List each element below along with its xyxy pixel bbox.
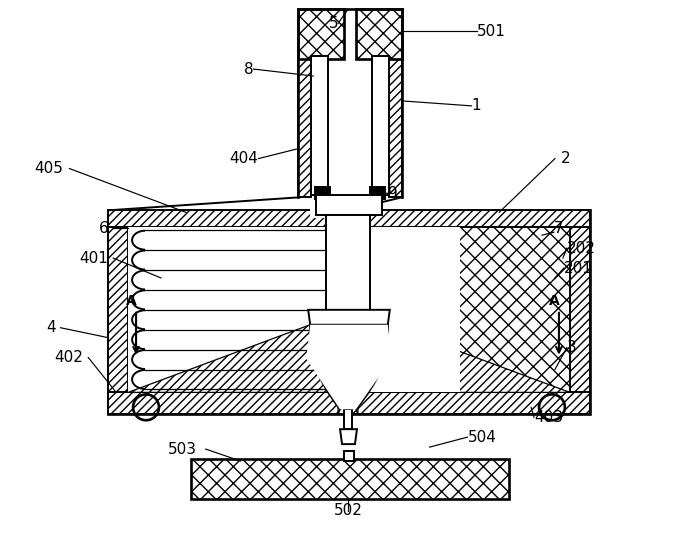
Bar <box>372 56 389 196</box>
Polygon shape <box>316 196 382 215</box>
Bar <box>326 215 370 310</box>
Text: 7: 7 <box>554 221 564 236</box>
Text: 6: 6 <box>99 221 108 236</box>
Text: 402: 402 <box>54 350 83 365</box>
Bar <box>344 409 352 429</box>
Text: 201: 201 <box>564 261 593 276</box>
Bar <box>108 392 348 414</box>
Bar <box>389 56 402 197</box>
Bar <box>351 227 460 392</box>
Text: 502: 502 <box>334 503 362 518</box>
Text: 4: 4 <box>46 320 56 335</box>
Text: 3: 3 <box>567 340 577 355</box>
Polygon shape <box>306 325 392 409</box>
Bar <box>348 210 590 414</box>
Text: 1: 1 <box>471 98 481 113</box>
Text: 5: 5 <box>329 16 338 31</box>
Text: 401: 401 <box>79 251 108 265</box>
Polygon shape <box>308 310 390 325</box>
Text: 9: 9 <box>388 186 398 201</box>
Polygon shape <box>356 325 570 414</box>
Bar <box>336 197 364 215</box>
Bar <box>315 187 330 199</box>
Bar <box>348 210 590 414</box>
Bar <box>311 56 328 196</box>
Polygon shape <box>340 429 357 444</box>
Bar <box>344 451 354 461</box>
Text: A: A <box>549 294 559 308</box>
Text: 8: 8 <box>244 62 254 76</box>
Text: 2: 2 <box>561 151 571 166</box>
Bar <box>108 210 128 414</box>
Bar <box>108 210 348 227</box>
Text: 202: 202 <box>567 241 596 256</box>
Bar <box>570 210 590 414</box>
Bar <box>298 9 344 59</box>
Bar <box>128 227 348 392</box>
Bar <box>370 187 385 199</box>
Bar <box>348 392 590 414</box>
Bar <box>298 56 311 197</box>
Text: 504: 504 <box>467 429 496 445</box>
Text: 405: 405 <box>35 161 63 176</box>
Text: 503: 503 <box>167 441 197 457</box>
Bar <box>191 459 509 499</box>
Text: 501: 501 <box>477 24 506 39</box>
Text: A: A <box>126 294 137 308</box>
Bar <box>310 201 346 219</box>
Bar <box>348 210 590 227</box>
Bar <box>108 210 348 414</box>
Polygon shape <box>128 325 340 414</box>
Text: 404: 404 <box>229 151 259 166</box>
Bar <box>356 9 402 59</box>
Text: 403: 403 <box>534 410 563 425</box>
